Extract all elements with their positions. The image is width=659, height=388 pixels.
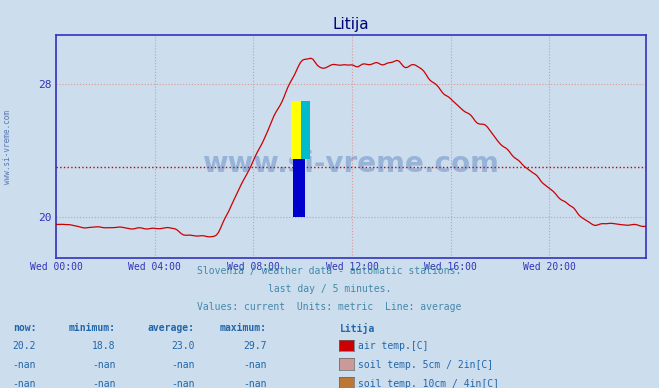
Text: -nan: -nan — [13, 360, 36, 370]
Text: average:: average: — [148, 323, 194, 333]
Text: air temp.[C]: air temp.[C] — [358, 341, 428, 352]
Text: Slovenia / weather data - automatic stations.: Slovenia / weather data - automatic stat… — [197, 266, 462, 276]
Text: 20.2: 20.2 — [13, 341, 36, 352]
Text: Values: current  Units: metric  Line: average: Values: current Units: metric Line: aver… — [197, 302, 462, 312]
Text: 29.7: 29.7 — [243, 341, 267, 352]
Text: 18.8: 18.8 — [92, 341, 115, 352]
Text: -nan: -nan — [13, 379, 36, 388]
Text: soil temp. 10cm / 4in[C]: soil temp. 10cm / 4in[C] — [358, 379, 499, 388]
Title: Litija: Litija — [333, 17, 369, 32]
Text: Litija: Litija — [339, 323, 374, 334]
Text: -nan: -nan — [92, 379, 115, 388]
Text: -nan: -nan — [171, 379, 194, 388]
Text: -nan: -nan — [92, 360, 115, 370]
Text: -nan: -nan — [243, 379, 267, 388]
Bar — [293, 159, 304, 217]
Text: 23.0: 23.0 — [171, 341, 194, 352]
Text: maximum:: maximum: — [220, 323, 267, 333]
Text: -nan: -nan — [171, 360, 194, 370]
Text: minimum:: minimum: — [69, 323, 115, 333]
Text: www.si-vreme.com: www.si-vreme.com — [202, 150, 500, 178]
Bar — [301, 101, 310, 159]
Bar — [291, 101, 301, 159]
Text: last day / 5 minutes.: last day / 5 minutes. — [268, 284, 391, 294]
Text: www.si-vreme.com: www.si-vreme.com — [3, 111, 13, 184]
Text: now:: now: — [13, 323, 36, 333]
Text: -nan: -nan — [243, 360, 267, 370]
Text: soil temp. 5cm / 2in[C]: soil temp. 5cm / 2in[C] — [358, 360, 493, 370]
